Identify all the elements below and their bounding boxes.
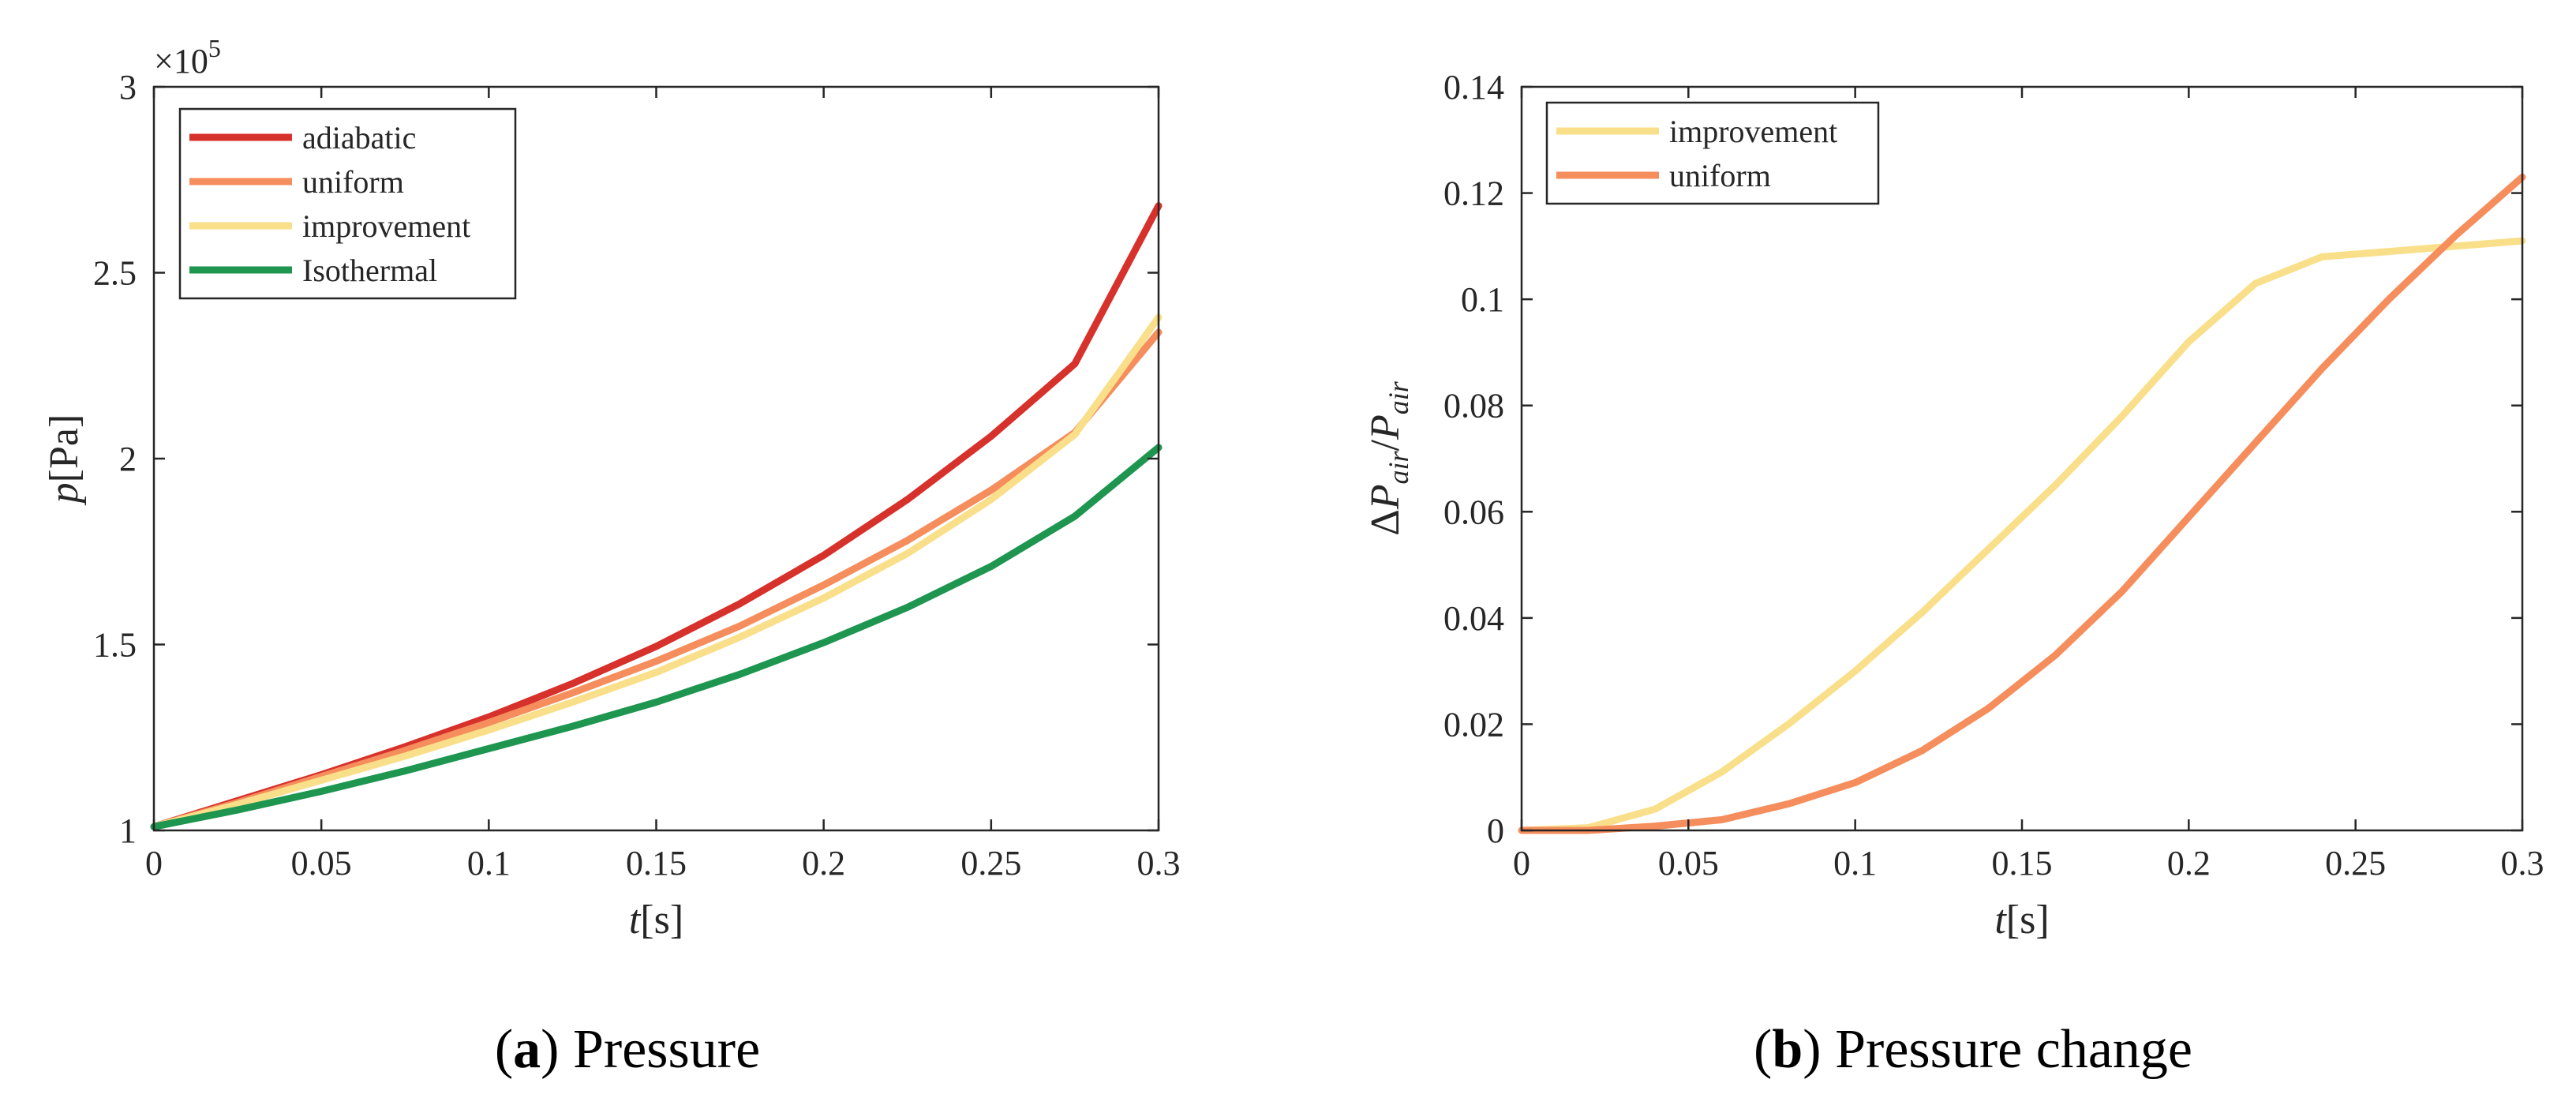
legend-label-uniform: uniform — [302, 164, 404, 200]
panel-caption: (b) Pressure change — [1754, 1019, 2192, 1080]
y-tick-label: 0.06 — [1443, 493, 1504, 531]
chart-a: 0 0.05 0.1 0.15 0.2 0.25 0.3 1 1.5 2 2.5 3 t[s] p[Pa]… — [42, 34, 1181, 1080]
y-tick-label: 1 — [119, 811, 137, 850]
x-tick-label: 0.25 — [2325, 844, 2386, 883]
legend: adiabatic uniform improvement Isothermal — [178, 107, 517, 300]
x-tick-label: 0.3 — [2501, 844, 2544, 883]
x-tick-label: 0.05 — [1658, 844, 1719, 883]
y-tick-label: 0.12 — [1443, 174, 1504, 213]
x-tick-label: 0.15 — [626, 844, 687, 883]
y-tick-label: 0.02 — [1443, 705, 1504, 744]
x-axis-label: t[s] — [1994, 898, 2049, 942]
y-axis-label: ΔPair/Pair — [1363, 380, 1414, 535]
y-tick-label: 0.08 — [1443, 387, 1504, 425]
y-tick-label: 1.5 — [93, 626, 137, 665]
x-tick-label: 0.25 — [960, 844, 1021, 883]
y-tick-label: 3 — [119, 68, 137, 107]
x-tick-label: 0 — [145, 844, 163, 883]
legend-box — [1545, 101, 1880, 205]
x-tick-label: 0.2 — [802, 844, 845, 883]
series-line-isothermal — [150, 444, 1163, 830]
y-axis-label: p[Pa] — [42, 414, 87, 507]
x-tick-label: 0.3 — [1137, 844, 1181, 883]
legend: improvement uniform — [1545, 101, 1880, 205]
x-tick-label: 0.1 — [1833, 844, 1877, 883]
series-line-improvement — [150, 313, 1163, 830]
x-tick-label: 0.2 — [2167, 844, 2211, 883]
legend-label-improvement: improvement — [302, 208, 470, 244]
y-tick-label: 0 — [1487, 811, 1504, 850]
y-axis-exponent: ×105 — [154, 34, 221, 81]
x-axis-label: t[s] — [629, 898, 683, 942]
legend-label-isothermal: Isothermal — [302, 253, 437, 288]
y-tick-label: 2 — [119, 440, 137, 478]
y-tick-label: 2.5 — [93, 254, 137, 293]
x-tick-label: 0 — [1513, 844, 1530, 883]
y-tick-label: 0.04 — [1443, 599, 1504, 638]
y-tick-label: 0.14 — [1443, 68, 1504, 107]
series-line-uniform — [1518, 173, 2526, 834]
legend-label-improvement: improvement — [1669, 114, 1837, 149]
legend-label-uniform: uniform — [1669, 158, 1771, 193]
legend-label-adiabatic: adiabatic — [302, 120, 416, 156]
series-line-improvement — [1518, 237, 2526, 834]
x-tick-label: 0.1 — [467, 844, 511, 883]
y-tick-label: 0.1 — [1461, 280, 1504, 319]
panel-caption: (a) Pressure — [495, 1019, 760, 1080]
series-line-uniform — [150, 328, 1163, 830]
x-tick-label: 0.05 — [291, 844, 352, 883]
x-tick-label: 0.15 — [1992, 844, 2053, 883]
chart-b: 0 0.05 0.1 0.15 0.2 0.25 0.3 0 0.02 0.04 0.06 0.08 0… — [1363, 68, 2544, 1080]
